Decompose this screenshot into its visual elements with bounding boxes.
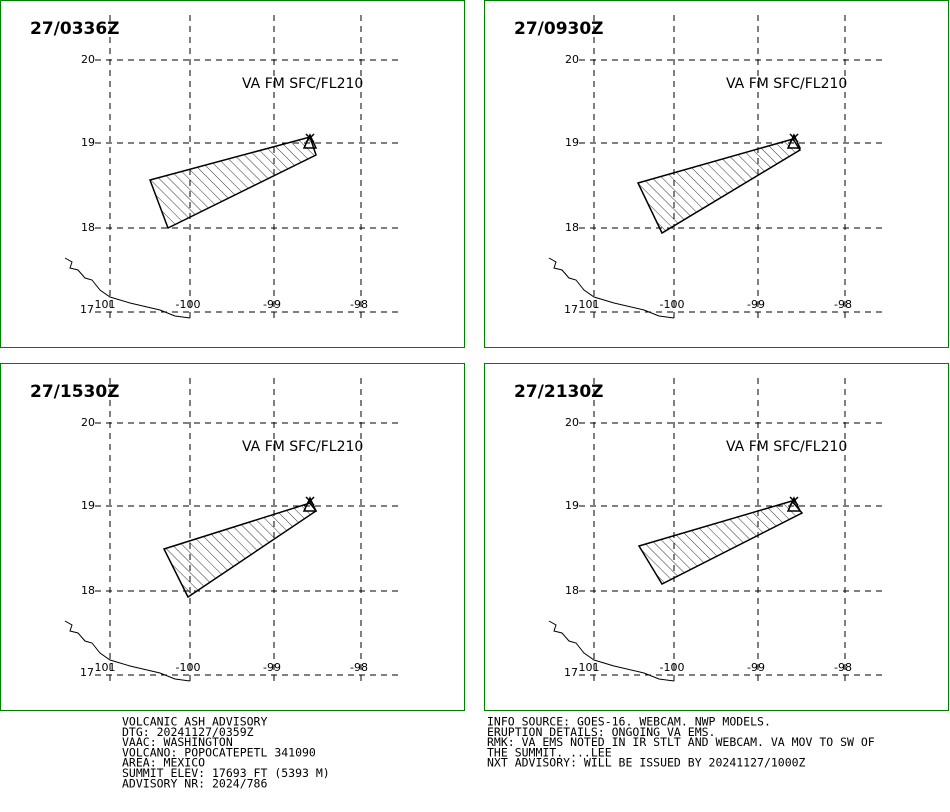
panel-time: 27/0336Z xyxy=(30,19,120,39)
map-panel: 20 19 18 17 101 -100 -99 -98 27/2130Z VA FM SFC/F… xyxy=(484,363,949,711)
advisory-line: RMK: VA EMS NOTED IN IR STLT AND WEBCAM.… xyxy=(487,735,875,749)
ash-area xyxy=(162,502,318,599)
map-panel: 20 19 18 17 101 -100 -99 -98 27/0336Z VA FM SFC/F… xyxy=(0,0,465,348)
lon-label: -98 xyxy=(350,661,368,674)
advisory-line: VOLCANO: POPOCATEPETL 341090 xyxy=(122,745,316,759)
panel-border xyxy=(484,0,949,348)
lat-label: 17 xyxy=(564,666,578,679)
lon-label: -98 xyxy=(834,661,852,674)
map-panel: 20 19 18 17 101 -100 -99 -98 27/1530Z VA FM SFC/F… xyxy=(0,363,465,711)
lon-label: -98 xyxy=(350,298,368,311)
volcano-symbol xyxy=(302,133,318,149)
lon-label: -100 xyxy=(660,298,685,311)
advisory-line: AREA: MEXICO xyxy=(122,756,205,770)
lon-label: -99 xyxy=(747,661,765,674)
lon-label: -99 xyxy=(263,298,281,311)
lat-label: 18 xyxy=(565,221,579,234)
coastline xyxy=(548,620,675,682)
lon-label: 101 xyxy=(579,661,600,674)
advisory-line: THE SUMMIT. ...LEE xyxy=(487,745,612,759)
coastline xyxy=(64,620,191,682)
advisory-line: ERUPTION DETAILS: ONGOING VA EMS. xyxy=(487,725,715,739)
advisory-line: ADVISORY NR: 2024/786 xyxy=(122,776,267,790)
ash-area xyxy=(149,136,317,230)
lat-label: 17 xyxy=(80,303,94,316)
lon-label: -99 xyxy=(263,661,281,674)
volcano-symbol xyxy=(786,496,802,512)
lon-label: 101 xyxy=(579,298,600,311)
lat-label: 17 xyxy=(564,303,578,316)
lat-label: 18 xyxy=(81,221,95,234)
panel-label: VA FM SFC/FL210 xyxy=(726,439,847,455)
lat-label: 20 xyxy=(565,53,579,66)
coastline xyxy=(64,257,191,319)
ash-area xyxy=(637,500,804,585)
lon-label: 101 xyxy=(95,298,116,311)
panel-time: 27/2130Z xyxy=(514,382,604,402)
lat-label: 19 xyxy=(81,499,95,512)
lon-label: -99 xyxy=(747,298,765,311)
lon-label: -98 xyxy=(834,298,852,311)
lon-label: -100 xyxy=(176,298,201,311)
panel-border xyxy=(0,363,465,711)
advisory-line: VOLCANIC ASH ADVISORY xyxy=(122,715,267,729)
lat-label: 19 xyxy=(565,499,579,512)
lon-label: -100 xyxy=(660,661,685,674)
advisory-line: INFO SOURCE: GOES-16. WEBCAM. NWP MODELS… xyxy=(487,715,771,729)
lon-label: -100 xyxy=(176,661,201,674)
volcano-symbol xyxy=(302,496,318,512)
panel-label: VA FM SFC/FL210 xyxy=(242,76,363,92)
panel-label: VA FM SFC/FL210 xyxy=(242,439,363,455)
lat-label: 20 xyxy=(81,416,95,429)
volcano-symbol xyxy=(786,133,802,149)
ash-area xyxy=(636,138,802,235)
lat-label: 19 xyxy=(565,136,579,149)
lat-label: 18 xyxy=(81,584,95,597)
advisory-line: NXT ADVISORY: WILL BE ISSUED BY 20241127… xyxy=(487,756,806,770)
lat-label: 20 xyxy=(565,416,579,429)
advisory-line: SUMMIT ELEV: 17693 FT (5393 M) xyxy=(122,766,330,780)
lat-label: 19 xyxy=(81,136,95,149)
lat-label: 18 xyxy=(565,584,579,597)
panel-label: VA FM SFC/FL210 xyxy=(726,76,847,92)
panel-border xyxy=(484,363,949,711)
panel-time: 27/1530Z xyxy=(30,382,120,402)
advisory-line: DTG: 20241127/0359Z xyxy=(122,725,254,739)
coastline xyxy=(548,257,675,319)
lon-label: 101 xyxy=(95,661,116,674)
panel-border xyxy=(0,0,465,348)
lat-label: 20 xyxy=(81,53,95,66)
panel-time: 27/0930Z xyxy=(514,19,604,39)
map-panel: 20 19 18 17 101 -100 -99 -98 27/0930Z VA FM SFC/F… xyxy=(484,0,949,348)
advisory-line: VAAC: WASHINGTON xyxy=(122,735,233,749)
lat-label: 17 xyxy=(80,666,94,679)
